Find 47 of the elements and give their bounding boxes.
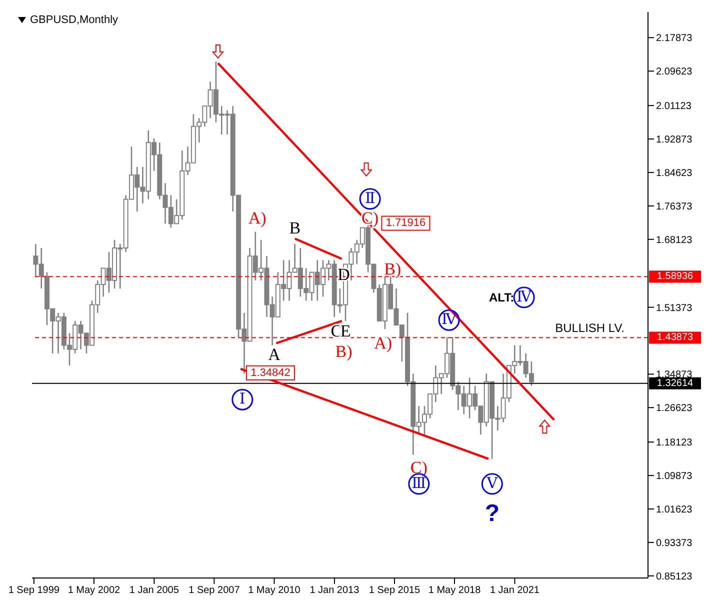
y-tick-label: 1.01623: [656, 504, 693, 516]
chart-title: GBPUSD,Monthly: [30, 14, 118, 26]
annotation: Ⅳ: [516, 289, 533, 306]
annotation: E: [340, 322, 351, 341]
x-tick-label: 1 Sep 1999: [8, 585, 60, 596]
annotation: A): [374, 334, 392, 353]
y-tick-label: 2.01123: [656, 101, 692, 112]
ref-line-label: 1.58936: [656, 271, 694, 282]
annotation: Ⅰ: [239, 392, 246, 408]
y-tick-label: 1.51373: [656, 302, 693, 314]
y-tick-label: 1.92873: [656, 134, 693, 146]
annotation: Ⅴ: [486, 476, 499, 492]
annotation: B): [335, 342, 352, 361]
y-tick-label: 0.85123: [656, 571, 693, 582]
ref-line-label: 1.32614: [656, 378, 694, 389]
y-tick-label: 2.09623: [656, 66, 693, 78]
annotation: Ⅲ: [412, 476, 426, 492]
annotation: Ⅱ: [364, 190, 376, 207]
x-tick-label: 1 May 2002: [68, 585, 121, 596]
y-tick-label: 1.09873: [656, 471, 693, 482]
annotation: C): [410, 458, 428, 478]
annotation: BULLISH LV.: [555, 321, 624, 336]
x-tick-label: 1 May 2010: [248, 585, 301, 596]
annotation: D: [338, 264, 350, 284]
annotation: A): [248, 208, 266, 228]
annotation: Ⅳ: [442, 312, 458, 328]
y-tick-label: 1.84623: [656, 168, 693, 180]
y-tick-label: 1.76373: [656, 201, 693, 212]
annotation: 1.34842: [250, 366, 290, 379]
y-tick-label: 1.26623: [656, 403, 693, 414]
annotation: 1.71916: [386, 217, 426, 230]
x-tick-label: 1 Sep 2015: [368, 585, 420, 596]
y-tick-label: 1.68123: [656, 234, 693, 246]
x-tick-label: 1 Sep 2007: [188, 585, 240, 596]
annotation: B): [384, 260, 402, 279]
annotation: A: [268, 345, 282, 364]
x-tick-label: 1 May 2018: [428, 585, 482, 596]
x-tick-label: 1 Jan 2005: [129, 585, 180, 596]
annotation: ALT:: [488, 290, 514, 304]
ref-line-label: 1.43873: [656, 332, 694, 344]
x-tick-label: 1 Jan 2013: [310, 585, 360, 596]
x-tick-label: 1 Jan 2021: [490, 585, 540, 596]
y-tick-label: 2.17873: [656, 33, 693, 44]
y-tick-label: 1.18123: [656, 438, 693, 449]
annotation: B: [289, 218, 301, 238]
y-tick-label: 0.93373: [656, 538, 693, 549]
annotation: ?: [484, 500, 500, 528]
